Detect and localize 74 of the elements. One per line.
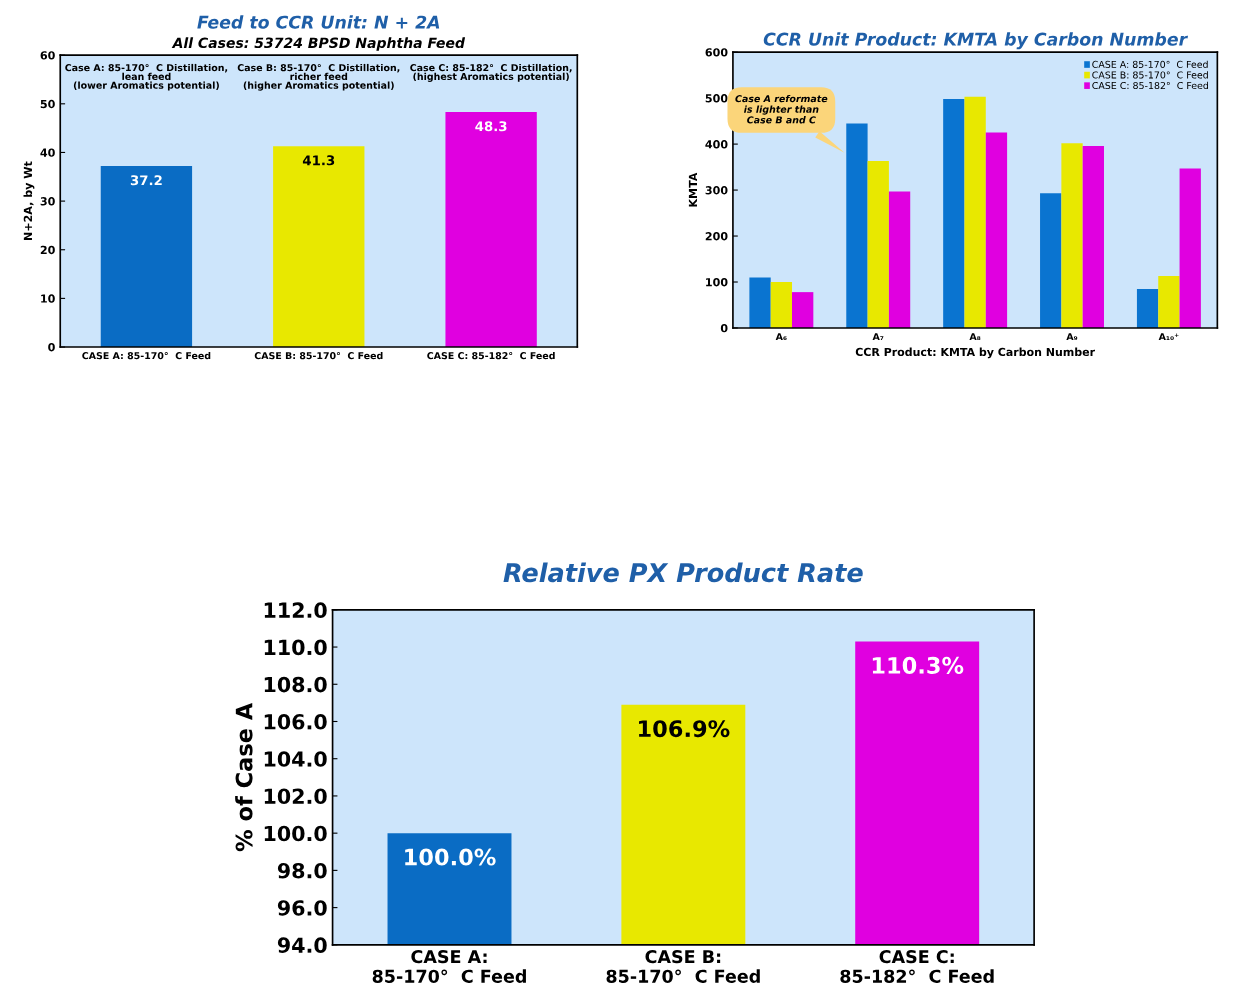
x-tick-label: CASE A: 85-170° C Feed	[82, 351, 211, 360]
data-label: 37.2	[130, 175, 162, 186]
y-axis-title: KMTA	[688, 172, 697, 207]
x-axis-title: CCR Product: KMTA by Carbon Number	[855, 347, 1096, 359]
y-axis-title: % of Case A	[235, 702, 253, 852]
y-tick-label: 106.0	[264, 714, 327, 730]
y-tick-label: 40	[40, 148, 55, 157]
y-tick-label: 500	[705, 94, 728, 103]
y-tick-label: 100	[706, 277, 728, 287]
legend-label: CASE C: 85-182° C Feed	[1092, 81, 1208, 90]
y-tick-label: 600	[705, 48, 728, 57]
y-tick-label: 94.0	[277, 937, 327, 953]
y-tick-label: 108.0	[264, 676, 327, 693]
legend-label: CASE A: 85-170° C Feed	[1092, 60, 1208, 68]
x-tick-label: CASE B: 85-170° C Feed	[606, 950, 760, 983]
bar	[1082, 145, 1104, 328]
y-tick-label: 200	[705, 232, 728, 241]
bar	[1179, 168, 1201, 328]
y-tick-label: 0	[48, 343, 55, 352]
annotation: Case A: 85-170° C Distillation, lean feed (lower Aromatics potential)	[65, 63, 228, 91]
y-tick-label: 112.0	[264, 602, 327, 618]
data-label: 48.3	[475, 121, 507, 132]
data-label: 110.3%	[872, 656, 964, 674]
bar	[1040, 193, 1062, 328]
y-tick-label: 110.0	[264, 639, 327, 656]
x-tick-label: A₈	[969, 333, 981, 341]
bar	[273, 146, 365, 348]
chart-title: CCR Unit Product: KMTA by Carbon Number	[763, 32, 1189, 50]
data-label: 41.3	[302, 155, 335, 166]
data-label: 106.9%	[639, 720, 730, 738]
annotation: Case B: 85-170° C Distillation, richer feed (higher Aromatics potential)	[237, 63, 400, 91]
bar	[1136, 288, 1159, 328]
chart-title: Feed to CCR Unit: N + 2A	[197, 15, 440, 29]
y-tick-label: 98.0	[277, 862, 327, 879]
y-tick-label: 104.0	[264, 751, 327, 767]
y-tick-label: 10	[41, 294, 55, 303]
y-tick-label: 30	[40, 197, 55, 206]
chart-title: Relative PX Product Rate	[503, 562, 863, 583]
bar	[888, 191, 911, 328]
x-tick-label: A₆	[775, 333, 787, 341]
bar	[749, 277, 771, 328]
bar	[985, 132, 1008, 328]
bar	[792, 292, 814, 328]
y-tick-label: 100.0	[264, 825, 327, 842]
y-tick-label: 50	[40, 99, 55, 109]
bar	[445, 112, 537, 348]
bar	[1061, 143, 1083, 328]
y-tick-label: 20	[40, 245, 55, 255]
annotation: Case C: 85-182° C Distillation, (highest Aromatics potential)	[410, 63, 572, 82]
y-axis-title: N+2A, by Wt	[23, 161, 35, 241]
bar	[867, 161, 889, 328]
x-tick-label: CASE A: 85-170° C Feed	[372, 950, 526, 983]
y-tick-label: 0	[720, 323, 728, 333]
bar	[846, 123, 868, 328]
x-tick-label: A₇	[872, 333, 884, 341]
bar	[964, 96, 986, 328]
x-tick-label: A₁₀⁺	[1158, 333, 1179, 341]
bar	[770, 282, 793, 328]
x-tick-label: CASE C: 85-182° C Feed	[427, 351, 555, 360]
y-tick-label: 102.0	[264, 788, 327, 805]
annotation: Case A reformate is lighter than Case B and C	[735, 94, 828, 124]
x-tick-label: CASE B: 85-170° C Feed	[254, 351, 383, 360]
bar	[943, 99, 965, 328]
legend-label: CASE B: 85-170° C Feed	[1092, 71, 1208, 79]
y-tick-label: 300	[705, 186, 728, 195]
chart-subtitle: All Cases: 53724 BPSD Naphtha Feed	[171, 37, 466, 51]
x-tick-label: A₉	[1066, 333, 1078, 341]
data-label: 100.0%	[405, 848, 496, 866]
x-tick-label: CASE C: 85-182° C Feed	[840, 950, 994, 983]
y-tick-label: 96.0	[277, 900, 327, 916]
y-tick-label: 60	[40, 51, 55, 60]
bar	[1158, 276, 1180, 328]
y-tick-label: 400	[705, 140, 728, 149]
bar	[100, 166, 193, 348]
